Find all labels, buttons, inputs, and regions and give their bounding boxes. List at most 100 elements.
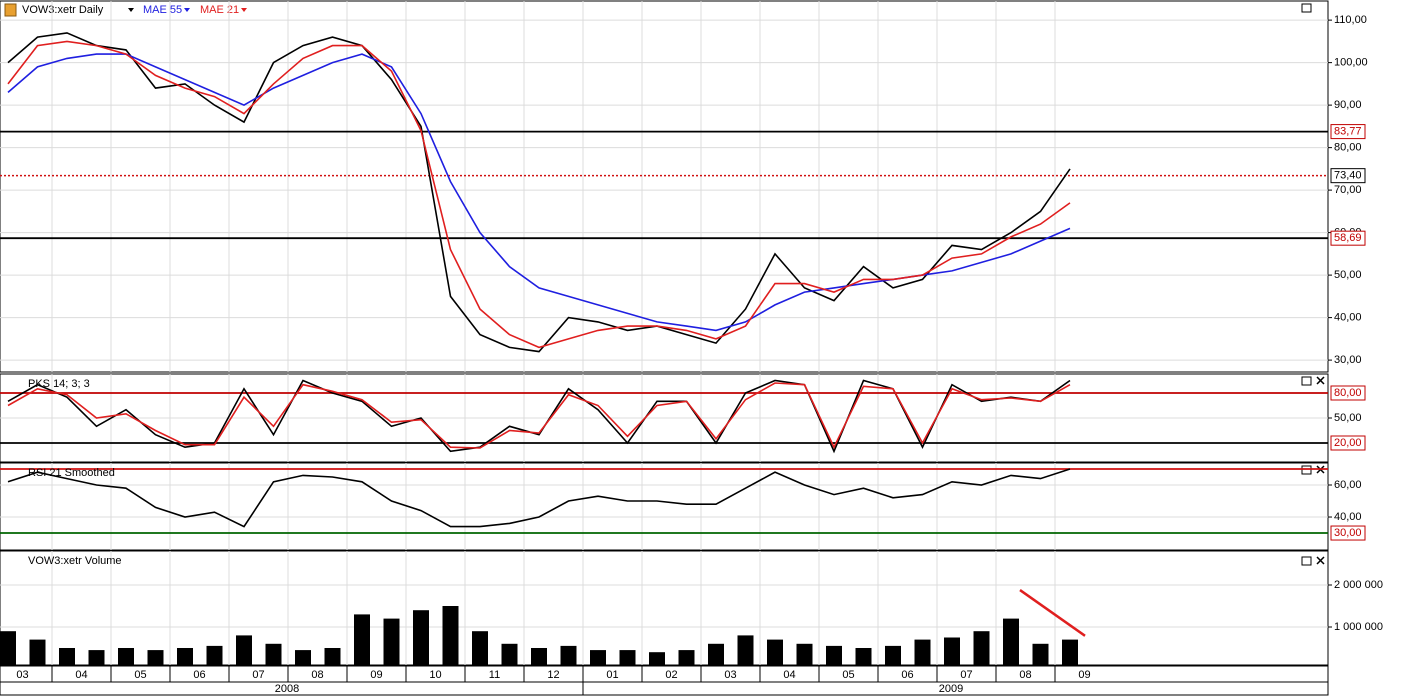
volume-bar bbox=[737, 635, 754, 665]
x-tick-label: 08 bbox=[311, 669, 323, 681]
x-tick-label: 07 bbox=[960, 669, 972, 681]
volume-bar bbox=[619, 650, 636, 665]
volume-bar bbox=[796, 643, 813, 665]
volume-bar bbox=[324, 647, 341, 665]
volume-bar bbox=[649, 652, 665, 665]
y-tick-label: 40,00 bbox=[1334, 511, 1362, 523]
level-label: 58,69 bbox=[1334, 232, 1362, 244]
y-tick-label: 100,00 bbox=[1334, 57, 1368, 69]
volume-bar bbox=[708, 643, 724, 665]
dropdown-arrow[interactable] bbox=[241, 8, 247, 12]
x-tick-label: 12 bbox=[547, 669, 559, 681]
x-tick-label: 11 bbox=[489, 669, 500, 681]
y-tick-label: 1 000 000 bbox=[1334, 621, 1383, 633]
y-tick-label: 90,00 bbox=[1334, 99, 1362, 111]
x-tick-label: 04 bbox=[75, 669, 87, 681]
level-label-box bbox=[1330, 385, 1366, 401]
volume-bar bbox=[1062, 639, 1078, 665]
x-tick-label: 04 bbox=[783, 669, 795, 681]
panel-frame bbox=[0, 462, 1329, 551]
level-label: 30,00 bbox=[1334, 527, 1362, 539]
symbol-icon bbox=[4, 3, 17, 17]
x-tick-label: 06 bbox=[193, 669, 205, 681]
maximize-button[interactable] bbox=[1301, 465, 1312, 475]
mae55-legend: MAE 55 bbox=[143, 4, 182, 16]
year-label: 2008 bbox=[275, 683, 299, 695]
volume-bar bbox=[118, 647, 134, 665]
x-tick-label: 03 bbox=[16, 669, 28, 681]
volume-bar bbox=[531, 647, 547, 665]
level-label-box bbox=[1330, 435, 1366, 451]
y-tick-label: 70,00 bbox=[1334, 184, 1362, 196]
x-tick-label: 08 bbox=[1019, 669, 1031, 681]
level-label-box bbox=[1330, 168, 1366, 184]
trend-line bbox=[1019, 589, 1086, 637]
y-tick-label: 110,00 bbox=[1334, 14, 1367, 26]
mae21-legend: MAE 21 bbox=[200, 4, 239, 16]
volume-bar bbox=[88, 650, 105, 665]
time-axis bbox=[0, 665, 1329, 696]
x-tick-label: 02 bbox=[665, 669, 677, 681]
volume-bar bbox=[560, 645, 577, 665]
y-tick-label: 50,00 bbox=[1334, 412, 1362, 424]
y-tick-label: 40,00 bbox=[1334, 312, 1362, 324]
y-tick-label: 30,00 bbox=[1334, 354, 1362, 366]
volume-bar bbox=[29, 639, 46, 665]
year-label: 2009 bbox=[939, 683, 963, 695]
volume-bar bbox=[944, 637, 960, 665]
dropdown-arrow[interactable] bbox=[184, 8, 190, 12]
series-line bbox=[7, 32, 1071, 353]
y-tick-label: 60,00 bbox=[1334, 479, 1362, 491]
series-line bbox=[7, 468, 1071, 528]
maximize-button[interactable] bbox=[1301, 376, 1312, 386]
dropdown-arrow[interactable] bbox=[128, 8, 134, 12]
volume-bar bbox=[826, 645, 842, 665]
volume-bar bbox=[885, 645, 901, 665]
level-label: 83,77 bbox=[1334, 125, 1362, 137]
volume-bar bbox=[383, 618, 400, 665]
volume-bar bbox=[1032, 643, 1049, 665]
panel-frame bbox=[0, 0, 1329, 373]
panel-title: RSI 21 Smoothed bbox=[28, 467, 115, 479]
volume-bar bbox=[914, 639, 931, 665]
x-tick-label: 07 bbox=[252, 669, 264, 681]
level-label: 20,00 bbox=[1334, 437, 1362, 449]
x-tick-label: 05 bbox=[842, 669, 854, 681]
x-tick-label: 01 bbox=[606, 669, 618, 681]
volume-bar bbox=[177, 647, 193, 665]
volume-bar bbox=[236, 635, 252, 665]
volume-bar bbox=[265, 643, 282, 665]
maximize-button[interactable] bbox=[1301, 556, 1312, 566]
volume-bar bbox=[59, 647, 75, 665]
volume-bar bbox=[147, 650, 164, 665]
volume-bar bbox=[590, 650, 606, 665]
volume-bar bbox=[767, 639, 783, 665]
volume-bar bbox=[855, 647, 872, 665]
close-button[interactable] bbox=[1316, 556, 1325, 565]
maximize-button[interactable] bbox=[1301, 3, 1312, 13]
x-tick-label: 05 bbox=[134, 669, 146, 681]
x-tick-label: 09 bbox=[370, 669, 382, 681]
series-line bbox=[7, 382, 1071, 450]
price-legend: VOW3:xetr Daily bbox=[22, 4, 104, 16]
volume-bar bbox=[206, 645, 223, 665]
x-tick-label: 09 bbox=[1078, 669, 1090, 681]
y-tick-label: 80,00 bbox=[1334, 142, 1362, 154]
volume-bar bbox=[1003, 618, 1019, 665]
x-tick-label: 03 bbox=[724, 669, 736, 681]
volume-bar bbox=[295, 650, 311, 665]
level-label-box bbox=[1330, 525, 1366, 541]
series-line bbox=[7, 40, 1071, 349]
level-label-box bbox=[1330, 124, 1366, 140]
level-label-box bbox=[1330, 230, 1366, 246]
level-label: 80,00 bbox=[1334, 387, 1362, 399]
volume-bar bbox=[472, 631, 488, 665]
x-tick-label: 10 bbox=[429, 669, 441, 681]
close-button[interactable] bbox=[1316, 376, 1325, 385]
level-label: 73,40 bbox=[1334, 170, 1362, 182]
volume-bar bbox=[678, 650, 695, 665]
volume-bar bbox=[354, 614, 370, 665]
volume-bar bbox=[973, 631, 990, 665]
y-tick-label: 50,00 bbox=[1334, 269, 1362, 281]
